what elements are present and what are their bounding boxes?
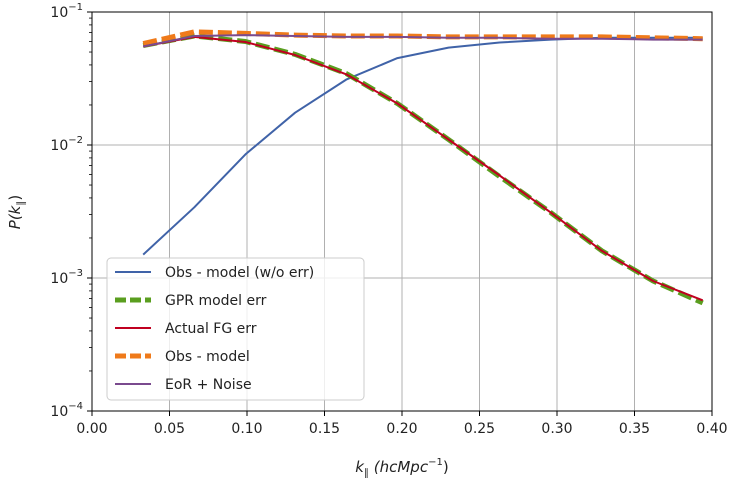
y-tick-label: 10−2 [50,135,83,154]
legend: Obs - model (w/o err) GPR model err Actual… [106,257,365,401]
x-tick-label: 0.10 [231,421,262,437]
y-axis-label: P(k∥) [6,195,27,229]
x-axis-label: k∥ (hcMpc−1) [355,457,448,479]
legend-box [106,257,365,401]
legend-label: GPR model err [165,293,267,309]
legend-entries: Obs - model (w/o err) GPR model err Actual… [115,265,314,393]
legend-label: Actual FG err [165,321,257,337]
x-tick-label: 0.35 [619,421,650,437]
y-tick-label: 10−3 [50,268,83,287]
series-group [142,29,704,306]
x-tick-label: 0.25 [464,421,495,437]
series-line-obs-model [142,29,703,46]
ticks: 0.00 0.05 0.10 0.15 0.20 0.25 0.30 0.35 0.40 10−4… [50,2,727,437]
x-tick-label: 0.15 [309,421,340,437]
series-line-obs-model-w-o-err [142,36,703,256]
series-line-actual-fg-err [143,35,704,302]
y-tick-label: 10−4 [50,401,83,420]
y-tick-label: 10−1 [50,2,83,21]
legend-label: EoR + Noise [165,377,252,393]
x-tick-label: 0.20 [386,421,417,437]
legend-label: Obs - model [165,349,250,365]
x-tick-label: 0.00 [76,421,107,437]
x-tick-label: 0.05 [154,421,185,437]
series-line-eor-noise [142,34,703,48]
x-tick-label: 0.30 [541,421,572,437]
x-tick-label: 0.40 [696,421,727,437]
legend-label: Obs - model (w/o err) [165,265,314,281]
